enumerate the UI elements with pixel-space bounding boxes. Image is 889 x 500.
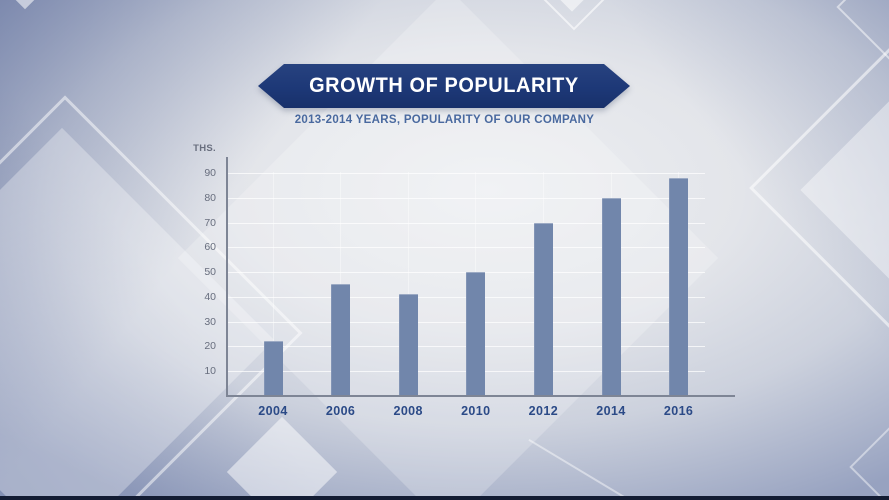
x-tick-label: 2012: [528, 404, 559, 418]
y-axis-line: [226, 157, 228, 397]
slide-title: GROWTH OF POPULARITY: [309, 74, 579, 97]
y-axis-unit-label: THS.: [193, 143, 216, 154]
x-tick-label: 2006: [325, 404, 356, 418]
bar-2016: [669, 177, 689, 396]
gridline: [228, 247, 705, 249]
y-tick-label: 20: [204, 340, 216, 353]
x-axis-line: [226, 395, 735, 397]
slide-subtitle: 2013-2014 YEARS, POPULARITY OF OUR COMPA…: [294, 114, 595, 126]
y-tick-label: 30: [204, 315, 216, 328]
y-tick-label: 70: [204, 216, 216, 229]
bottom-strip: [0, 496, 889, 500]
x-tick-label: 2004: [258, 404, 288, 418]
vertical-gridline: [272, 172, 274, 395]
gridline: [228, 222, 705, 224]
y-tick-label: 50: [204, 266, 216, 279]
x-tick-label: 2014: [596, 404, 626, 418]
bar-2012: [533, 222, 553, 396]
y-tick-label: 40: [204, 290, 216, 303]
y-tick-label: 10: [204, 365, 216, 378]
bar-2004: [263, 341, 283, 396]
bar-2006: [331, 284, 351, 396]
y-tick-label: 80: [204, 191, 216, 204]
bar-2010: [466, 272, 486, 396]
y-tick-label: 90: [204, 166, 216, 179]
bar-2008: [398, 294, 418, 396]
x-tick-label: 2016: [663, 404, 694, 418]
title-banner: GROWTH OF POPULARITY: [258, 64, 630, 108]
x-tick-label: 2008: [393, 404, 423, 418]
title-banner-shape: GROWTH OF POPULARITY: [258, 64, 630, 108]
bar-2014: [601, 197, 621, 396]
vertical-gridline: [407, 172, 409, 395]
gridline: [228, 197, 705, 199]
x-tick-label: 2010: [461, 404, 491, 418]
gridline: [228, 172, 705, 174]
y-tick-label: 60: [204, 241, 216, 254]
vertical-gridline: [340, 172, 342, 395]
